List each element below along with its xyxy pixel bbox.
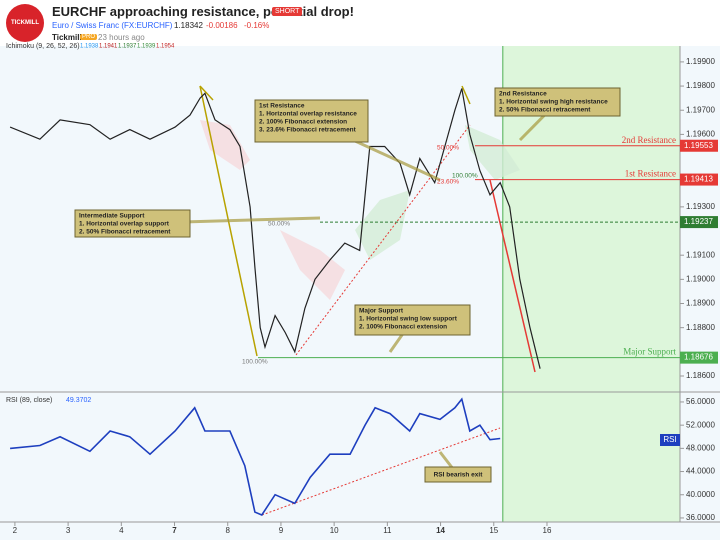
price: 1.18342 xyxy=(174,21,203,30)
y-tick-label: 40.0000 xyxy=(686,490,715,499)
cloud xyxy=(355,190,410,260)
cloud xyxy=(200,120,250,170)
y-tick-label: 1.19000 xyxy=(686,274,715,283)
callout-text: 1. Horizontal swing high resistance xyxy=(499,99,608,106)
price-tag xyxy=(680,139,718,152)
fib-label: 50.00% xyxy=(268,221,290,228)
y-tick-label: 1.19800 xyxy=(686,81,715,90)
y-tick-label: 1.18800 xyxy=(686,323,715,332)
callout-box xyxy=(424,466,492,483)
callout-box xyxy=(354,304,471,336)
indicator-value: 1.1954 xyxy=(156,44,175,50)
instrument[interactable]: Euro / Swiss Franc (FX:EURCHF) xyxy=(52,21,173,30)
callout-box xyxy=(254,99,369,143)
x-tick-label: 14 xyxy=(436,526,445,535)
cloud xyxy=(280,230,345,300)
drawing-line xyxy=(461,85,471,105)
y-tick-label: 44.0000 xyxy=(686,467,715,476)
x-tick-label: 15 xyxy=(489,526,498,535)
rsi-line xyxy=(10,397,501,516)
y-tick-label: 56.0000 xyxy=(686,397,715,406)
callout-text: 2. 50% Fibonacci retracement xyxy=(79,229,171,236)
indicator-value: 1.1937 xyxy=(118,44,137,50)
price-tag xyxy=(680,351,718,364)
callout-box xyxy=(494,87,621,117)
x-tick-label: 3 xyxy=(66,526,71,535)
price-tag-label: 1.18676 xyxy=(684,353,713,362)
callout-text: 2. 100% Fibonacci extension xyxy=(259,119,347,126)
callout-text: 2nd Resistance xyxy=(499,91,547,98)
y-tick-label: 52.0000 xyxy=(686,420,715,429)
projection-line xyxy=(489,179,536,373)
time: 23 hours ago xyxy=(98,33,145,42)
callout-text: RSI bearish exit xyxy=(434,472,484,479)
y-tick-label: 1.19600 xyxy=(686,129,715,138)
x-tick-label: 7 xyxy=(172,526,177,535)
pro-badge: PRO xyxy=(80,34,98,40)
callout-text: 1st Resistance xyxy=(259,103,305,110)
y-tick-label: 1.19700 xyxy=(686,105,715,114)
level-label: 1st Resistance xyxy=(625,169,676,179)
price-tag xyxy=(680,216,718,229)
y-tick-label: 1.19300 xyxy=(686,202,715,211)
trend-line xyxy=(295,124,471,356)
drawing-line xyxy=(199,85,214,101)
x-tick-label: 4 xyxy=(119,526,124,535)
price-tag xyxy=(680,173,718,186)
callout-text: 2. 100% Fibonacci extension xyxy=(359,324,447,331)
callout-text: 3. 23.6% Fibonacci retracement xyxy=(259,127,357,134)
y-tick-label: 36.0000 xyxy=(686,513,715,522)
highlight-zone xyxy=(502,46,680,522)
x-tick-label: 16 xyxy=(543,526,552,535)
callout-text: 2. 50% Fibonacci retracement xyxy=(499,107,591,114)
callout-text: Intermediate Support xyxy=(79,213,145,220)
y-tick-label: 1.19100 xyxy=(686,250,715,259)
cloud xyxy=(465,125,520,180)
callout-text: 1. Horizontal overlap support xyxy=(79,221,170,228)
change-pct: -0.16% xyxy=(244,21,270,30)
x-tick-label: 8 xyxy=(226,526,231,535)
change: -0.00186 xyxy=(206,21,238,30)
callout-text: Major Support xyxy=(359,308,404,315)
y-tick-label: 48.0000 xyxy=(686,443,715,452)
indicator-value: 49.3702 xyxy=(66,397,91,404)
price-tag-label: 1.19237 xyxy=(684,217,713,226)
price-tag-label: 1.19413 xyxy=(684,175,713,184)
indicator-label: RSI (89, close) xyxy=(6,397,52,404)
level-label: Major Support xyxy=(623,347,676,357)
price-tag-label: 1.19553 xyxy=(684,141,713,150)
rsi-tag-label: RSI xyxy=(663,435,676,444)
indicator-value: 1.1938 xyxy=(80,44,99,50)
callout-box xyxy=(74,209,191,238)
x-tick-label: 2 xyxy=(13,526,18,535)
fib-label: 100.00% xyxy=(242,359,268,366)
indicator-label: Ichimoku (9, 26, 52, 26) xyxy=(6,43,80,50)
short-badge: SHORT xyxy=(272,7,303,16)
price-line xyxy=(9,88,541,369)
x-tick-label: 10 xyxy=(330,526,339,535)
fib-label: 100.00% xyxy=(452,173,478,180)
x-tick-label: 9 xyxy=(279,526,284,535)
fib-label: 50.00% xyxy=(437,145,459,152)
indicator-value: 1.1939 xyxy=(137,44,156,50)
callout-text: 1. Horizontal overlap resistance xyxy=(259,111,357,118)
author[interactable]: Tickmill xyxy=(52,33,82,42)
indicator-value: 1.1941 xyxy=(99,44,118,50)
fib-label: 23.60% xyxy=(437,179,459,186)
logo: TICKMILL xyxy=(6,4,44,42)
y-tick-label: 1.18900 xyxy=(686,299,715,308)
y-tick-label: 1.18600 xyxy=(686,371,715,380)
level-label: 2nd Resistance xyxy=(622,135,676,145)
rsi-tag xyxy=(660,434,680,446)
header: TICKMILL EURCHF approaching resistance, … xyxy=(0,0,720,46)
x-tick-label: 11 xyxy=(383,526,392,535)
callout-text: 1. Horizontal swing low support xyxy=(359,316,458,323)
y-tick-label: 1.19900 xyxy=(686,57,715,66)
